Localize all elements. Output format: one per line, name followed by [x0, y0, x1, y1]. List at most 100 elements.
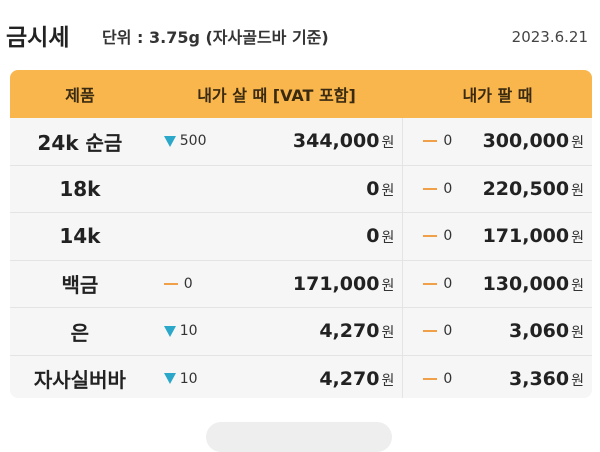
buy-cell: 10 4,270 원	[150, 356, 403, 399]
sell-change: 0	[423, 181, 452, 197]
buy-price-value: 4,270	[319, 367, 380, 390]
column-sell: 내가 팔 때	[462, 86, 533, 105]
down-triangle-icon	[163, 135, 176, 147]
sell-price: 220,500 원	[483, 178, 584, 200]
buy-price: 344,000 원	[293, 130, 394, 152]
sell-change-value: 0	[443, 180, 453, 197]
down-triangle-icon	[163, 325, 176, 337]
price-date: 2023.6.21	[511, 28, 588, 46]
page-title: 금시세	[6, 25, 70, 51]
page-header: 금시세 단위 : 3.75g (자사골드바 기준) 2023.6.21	[0, 0, 600, 66]
dash-icon	[423, 282, 438, 285]
currency-label: 원	[381, 325, 395, 342]
table-row: 자사실버바 10 4,270 원 0 3,360 원	[10, 354, 592, 399]
sell-change-value: 0	[443, 275, 453, 292]
buy-price: 4,270 원	[319, 368, 394, 390]
buy-price-value: 344,000	[292, 130, 380, 153]
buy-price-value: 4,270	[319, 320, 380, 343]
sell-cell: 0 3,060 원	[402, 308, 592, 355]
sell-cell: 0 3,360 원	[402, 355, 592, 398]
product-name: 은	[70, 320, 90, 345]
sell-change: 0	[423, 228, 452, 244]
currency-label: 원	[381, 135, 395, 152]
buy-cell: 0 171,000 원	[150, 261, 403, 308]
buy-cell: 500 344,000 원	[150, 118, 403, 165]
sell-cell: 0 300,000 원	[402, 118, 592, 165]
sell-price-value: 300,000	[482, 130, 570, 153]
sell-change-value: 0	[443, 323, 453, 340]
table-row: 18k 0 원 0 220,500 원	[10, 164, 592, 213]
sell-price: 300,000 원	[483, 130, 584, 152]
dash-icon	[423, 235, 438, 238]
down-triangle-icon	[163, 373, 176, 385]
buy-price-value: 171,000	[292, 272, 380, 295]
column-product: 제품	[65, 86, 95, 105]
dash-icon	[163, 282, 178, 285]
product-name: 14k	[59, 224, 101, 249]
more-button[interactable]	[206, 422, 392, 452]
price-table: 제품 내가 살 때 [VAT 포함] 내가 팔 때 24k 순금 500 344,0…	[10, 70, 592, 398]
buy-cell: 10 4,270 원	[150, 308, 403, 355]
sell-price-value: 171,000	[482, 225, 570, 248]
buy-price: 171,000 원	[293, 273, 394, 295]
sell-change-value: 0	[443, 133, 453, 150]
sell-price: 130,000 원	[483, 273, 584, 295]
table-body: 24k 순금 500 344,000 원 0 300,000 원 18k 0 원 0 220,500 원…	[10, 118, 592, 398]
table-row: 24k 순금 500 344,000 원 0 300,000 원	[10, 118, 592, 165]
table-row: 14k 0 원 0 171,000 원	[10, 212, 592, 260]
sell-cell: 0 171,000 원	[402, 213, 592, 260]
currency-label: 원	[381, 182, 395, 199]
sell-change: 0	[423, 133, 452, 149]
sell-change: 0	[423, 371, 452, 387]
currency-label: 원	[571, 182, 584, 199]
buy-change-value: 500	[179, 133, 207, 150]
buy-change-value: 10	[179, 370, 198, 387]
buy-change: 10	[163, 370, 198, 387]
sell-change: 0	[423, 323, 452, 339]
sell-price: 3,360 원	[509, 368, 584, 390]
sell-price: 171,000 원	[483, 225, 584, 247]
sell-change-value: 0	[443, 370, 453, 387]
sell-cell: 0 220,500 원	[402, 165, 592, 212]
unit-note: 단위 : 3.75g (자사골드바 기준)	[102, 28, 329, 47]
currency-label: 원	[571, 135, 584, 152]
sell-cell: 0 130,000 원	[402, 260, 592, 307]
buy-change-value: 0	[183, 275, 193, 292]
sell-change: 0	[423, 276, 452, 292]
buy-change-value: 10	[179, 323, 198, 340]
buy-change: 0	[163, 275, 193, 292]
buy-price: 4,270 원	[319, 320, 394, 342]
buy-change: 500	[163, 133, 207, 150]
product-name: 백금	[61, 273, 99, 298]
sell-change-value: 0	[443, 228, 453, 245]
sell-price-value: 3,060	[509, 320, 570, 343]
product-name: 24k 순금	[37, 130, 123, 155]
dash-icon	[423, 187, 438, 190]
dash-icon	[423, 330, 438, 333]
currency-label: 원	[571, 277, 584, 294]
currency-label: 원	[381, 277, 395, 294]
sell-price-value: 130,000	[482, 272, 570, 295]
sell-price-value: 220,500	[482, 177, 570, 200]
sell-price: 3,060 원	[509, 320, 584, 342]
dash-icon	[423, 377, 438, 380]
dash-icon	[423, 140, 438, 143]
currency-label: 원	[571, 325, 584, 342]
table-row: 은 10 4,270 원 0 3,060 원	[10, 307, 592, 355]
currency-label: 원	[571, 230, 584, 247]
product-name: 18k	[59, 176, 101, 201]
product-name: 자사실버바	[33, 368, 126, 393]
table-header: 제품 내가 살 때 [VAT 포함] 내가 팔 때	[10, 70, 592, 118]
column-buy: 내가 살 때 [VAT 포함]	[197, 86, 356, 105]
table-row: 백금 0 171,000 원 0 130,000 원	[10, 259, 592, 308]
buy-change: 10	[163, 323, 198, 340]
buy-price-value: 0	[366, 225, 380, 248]
currency-label: 원	[571, 372, 584, 389]
currency-label: 원	[381, 230, 395, 247]
sell-price-value: 3,360	[509, 367, 570, 390]
currency-label: 원	[381, 372, 395, 389]
